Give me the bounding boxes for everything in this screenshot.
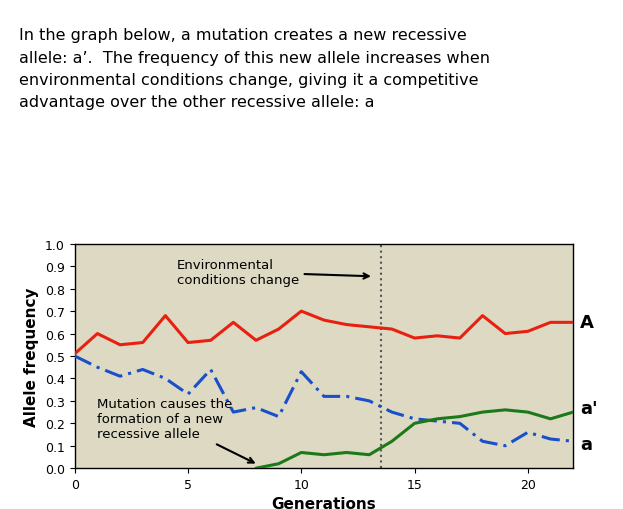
Text: Environmental
conditions change: Environmental conditions change: [177, 259, 369, 286]
Y-axis label: Allele frequency: Allele frequency: [24, 287, 39, 426]
Text: a: a: [580, 435, 592, 453]
Text: Mutation causes the
formation of a new
recessive allele: Mutation causes the formation of a new r…: [97, 398, 254, 463]
Text: a': a': [580, 399, 597, 417]
Text: A: A: [580, 314, 594, 332]
Text: In the graph below, a mutation creates a new recessive
allele: a’.  The frequenc: In the graph below, a mutation creates a…: [19, 29, 490, 110]
X-axis label: Generations: Generations: [272, 496, 376, 509]
